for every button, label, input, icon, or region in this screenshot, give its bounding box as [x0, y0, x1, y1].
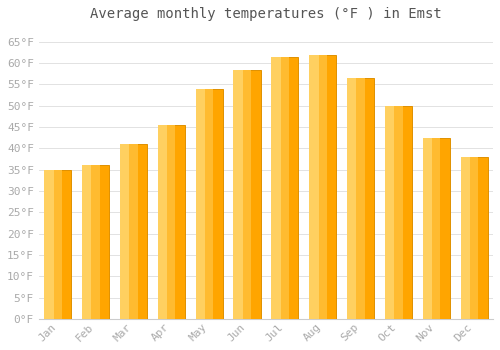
Bar [281, 57, 289, 319]
Bar [271, 57, 281, 319]
Bar [422, 138, 450, 319]
Bar [234, 70, 260, 319]
Bar [196, 89, 223, 319]
Bar [44, 170, 72, 319]
Bar [385, 106, 394, 319]
Bar [44, 170, 54, 319]
Bar [460, 157, 488, 319]
Bar [356, 78, 364, 319]
Bar [167, 125, 175, 319]
Bar [309, 55, 336, 319]
Bar [309, 55, 318, 319]
Bar [120, 144, 147, 319]
Bar [347, 78, 356, 319]
Bar [92, 166, 100, 319]
Bar [158, 125, 185, 319]
Bar [243, 70, 251, 319]
Bar [205, 89, 213, 319]
Bar [394, 106, 402, 319]
Bar [130, 144, 138, 319]
Bar [347, 78, 374, 319]
Bar [82, 166, 109, 319]
Bar [196, 89, 205, 319]
Bar [432, 138, 440, 319]
Bar [120, 144, 130, 319]
Bar [470, 157, 478, 319]
Bar [385, 106, 412, 319]
Bar [271, 57, 298, 319]
Bar [82, 166, 92, 319]
Bar [422, 138, 432, 319]
Title: Average monthly temperatures (°F ) in Emst: Average monthly temperatures (°F ) in Em… [90, 7, 442, 21]
Bar [318, 55, 327, 319]
Bar [158, 125, 167, 319]
Bar [54, 170, 62, 319]
Bar [460, 157, 470, 319]
Bar [234, 70, 243, 319]
